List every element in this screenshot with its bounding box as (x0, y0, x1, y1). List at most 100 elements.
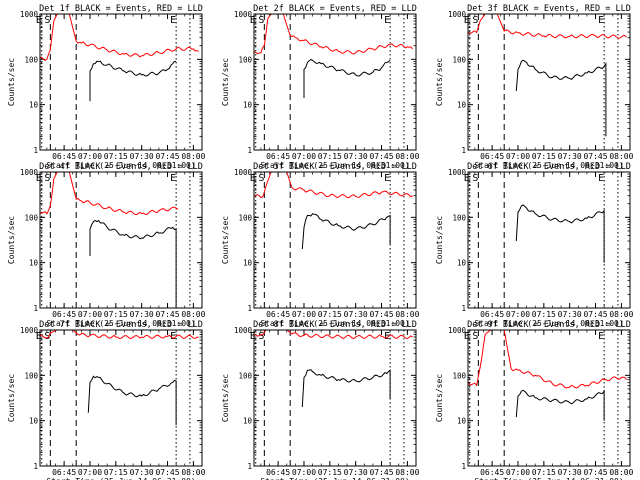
x-axis-label: Start Time (25-Jun-14 06:31:00) (46, 477, 195, 480)
y-tick-label: 1 (461, 462, 466, 471)
x-tick-label: 07:45 (583, 152, 607, 161)
y-axis-label: Counts/sec (7, 374, 16, 422)
y-tick-label: 100 (452, 371, 466, 380)
events-series-line (89, 219, 177, 308)
chart-panel: Det 1f BLACK = Events, RED = LLD Counts/s… (7, 4, 206, 170)
time-marker-label: E (250, 173, 256, 184)
x-tick-label: 07:00 (506, 152, 530, 161)
time-marker-label: S (472, 15, 478, 26)
x-tick-label: 07:45 (155, 152, 179, 161)
time-marker-label: E (170, 15, 176, 26)
x-tick-label: 07:30 (130, 468, 154, 477)
x-tick-label: 06:45 (480, 310, 504, 319)
chart-panel: Det 3f BLACK = Events, RED = LLD Counts/s… (435, 4, 634, 170)
y-tick-label: 1000 (234, 168, 253, 177)
lld-series-line (39, 171, 179, 216)
events-series-line (515, 389, 605, 421)
y-axis-label: Counts/sec (435, 374, 444, 422)
y-tick-label: 1000 (20, 10, 39, 19)
y-tick-label: 100 (24, 371, 38, 380)
chart-panel: Det 9f BLACK = Events, RED = LLD Counts/s… (435, 320, 634, 480)
x-axis-label: Start Time (25-Jun-14 06:31:00) (46, 161, 195, 170)
chart-title: Det 5f BLACK = Events, RED = LLD (253, 162, 417, 172)
y-tick-label: 10 (457, 101, 467, 110)
x-tick-label: 08:00 (609, 468, 633, 477)
x-tick-label: 07:15 (532, 152, 556, 161)
time-marker-label: E (464, 15, 470, 26)
events-series-line (89, 60, 177, 102)
x-tick-label: 07:00 (78, 468, 102, 477)
y-tick-label: 1 (247, 462, 252, 471)
y-tick-label: 100 (452, 213, 466, 222)
y-axis-label: Counts/sec (221, 374, 230, 422)
time-marker-label: S (258, 173, 264, 184)
x-tick-label: 08:00 (395, 310, 419, 319)
time-marker-label: E (464, 331, 470, 342)
events-series-line (301, 213, 391, 250)
x-tick-label: 06:45 (266, 468, 290, 477)
plot-frame (39, 329, 203, 467)
y-tick-label: 1000 (448, 326, 467, 335)
x-tick-label: 07:15 (104, 468, 128, 477)
y-tick-label: 1 (461, 304, 466, 313)
x-tick-label: 07:15 (318, 310, 342, 319)
x-axis-label: Start Time (25-Jun-14 06:31:00) (46, 319, 195, 328)
y-axis-label: Counts/sec (7, 216, 16, 264)
y-tick-label: 10 (243, 417, 253, 426)
plot-frame (467, 13, 631, 151)
chart-panel: Det 5f BLACK = Events, RED = LLD Counts/s… (221, 162, 420, 328)
y-tick-label: 1000 (448, 168, 467, 177)
chart-title: Det 3f BLACK = Events, RED = LLD (467, 4, 631, 14)
y-tick-label: 1 (461, 146, 466, 155)
chart-title: Det 9f BLACK = Events, RED = LLD (467, 320, 631, 330)
plot-frame (253, 329, 417, 467)
plot-frame (39, 171, 203, 309)
x-tick-label: 07:30 (344, 310, 368, 319)
time-marker-label: E (250, 15, 256, 26)
events-series-line (303, 58, 391, 98)
x-axis-label: Start Time (25-Jun-14 06:31:00) (474, 477, 623, 480)
x-tick-label: 06:45 (52, 468, 76, 477)
y-axis-label: Counts/sec (221, 58, 230, 106)
time-marker-label: S (44, 173, 50, 184)
chart-title: Det 6f BLACK = Events, RED = LLD (467, 162, 631, 172)
chart-panel: Det 4f BLACK = Events, RED = LLD Counts/s… (7, 162, 206, 328)
x-tick-label: 07:45 (155, 310, 179, 319)
x-axis-label: Start Time (25-Jun-14 06:31:00) (474, 161, 623, 170)
x-tick-label: 07:00 (506, 468, 530, 477)
x-tick-label: 07:45 (369, 152, 393, 161)
events-series-line (301, 369, 391, 408)
chart-title: Det 1f BLACK = Events, RED = LLD (39, 4, 203, 14)
x-tick-label: 07:00 (506, 310, 530, 319)
x-tick-label: 07:15 (532, 468, 556, 477)
chart-title: Det 4f BLACK = Events, RED = LLD (39, 162, 203, 172)
x-axis-label: Start Time (25-Jun-14 06:31:00) (260, 161, 409, 170)
time-marker-label: E (598, 331, 604, 342)
x-tick-label: 07:00 (78, 152, 102, 161)
y-tick-label: 1 (247, 304, 252, 313)
x-tick-label: 07:00 (78, 310, 102, 319)
y-tick-label: 10 (457, 259, 467, 268)
time-marker-label: E (598, 15, 604, 26)
x-tick-label: 06:45 (480, 468, 504, 477)
y-tick-label: 1 (33, 304, 38, 313)
time-marker-label: S (258, 15, 264, 26)
y-tick-label: 1 (33, 462, 38, 471)
y-tick-label: 10 (457, 417, 467, 426)
x-tick-label: 08:00 (395, 468, 419, 477)
x-tick-label: 07:45 (583, 468, 607, 477)
time-marker-label: S (258, 331, 264, 342)
x-tick-label: 07:00 (292, 310, 316, 319)
x-tick-label: 07:30 (558, 310, 582, 319)
y-tick-label: 10 (29, 101, 39, 110)
x-tick-label: 07:30 (558, 152, 582, 161)
y-tick-label: 100 (24, 55, 38, 64)
plot-frame (467, 329, 631, 467)
y-tick-label: 100 (238, 371, 252, 380)
time-marker-label: E (36, 331, 42, 342)
plot-frame (39, 13, 203, 151)
time-marker-label: E (170, 331, 176, 342)
events-series-line (87, 375, 177, 426)
chart-panel: Det 8f BLACK = Events, RED = LLD Counts/s… (221, 320, 420, 480)
plot-frame (467, 171, 631, 309)
